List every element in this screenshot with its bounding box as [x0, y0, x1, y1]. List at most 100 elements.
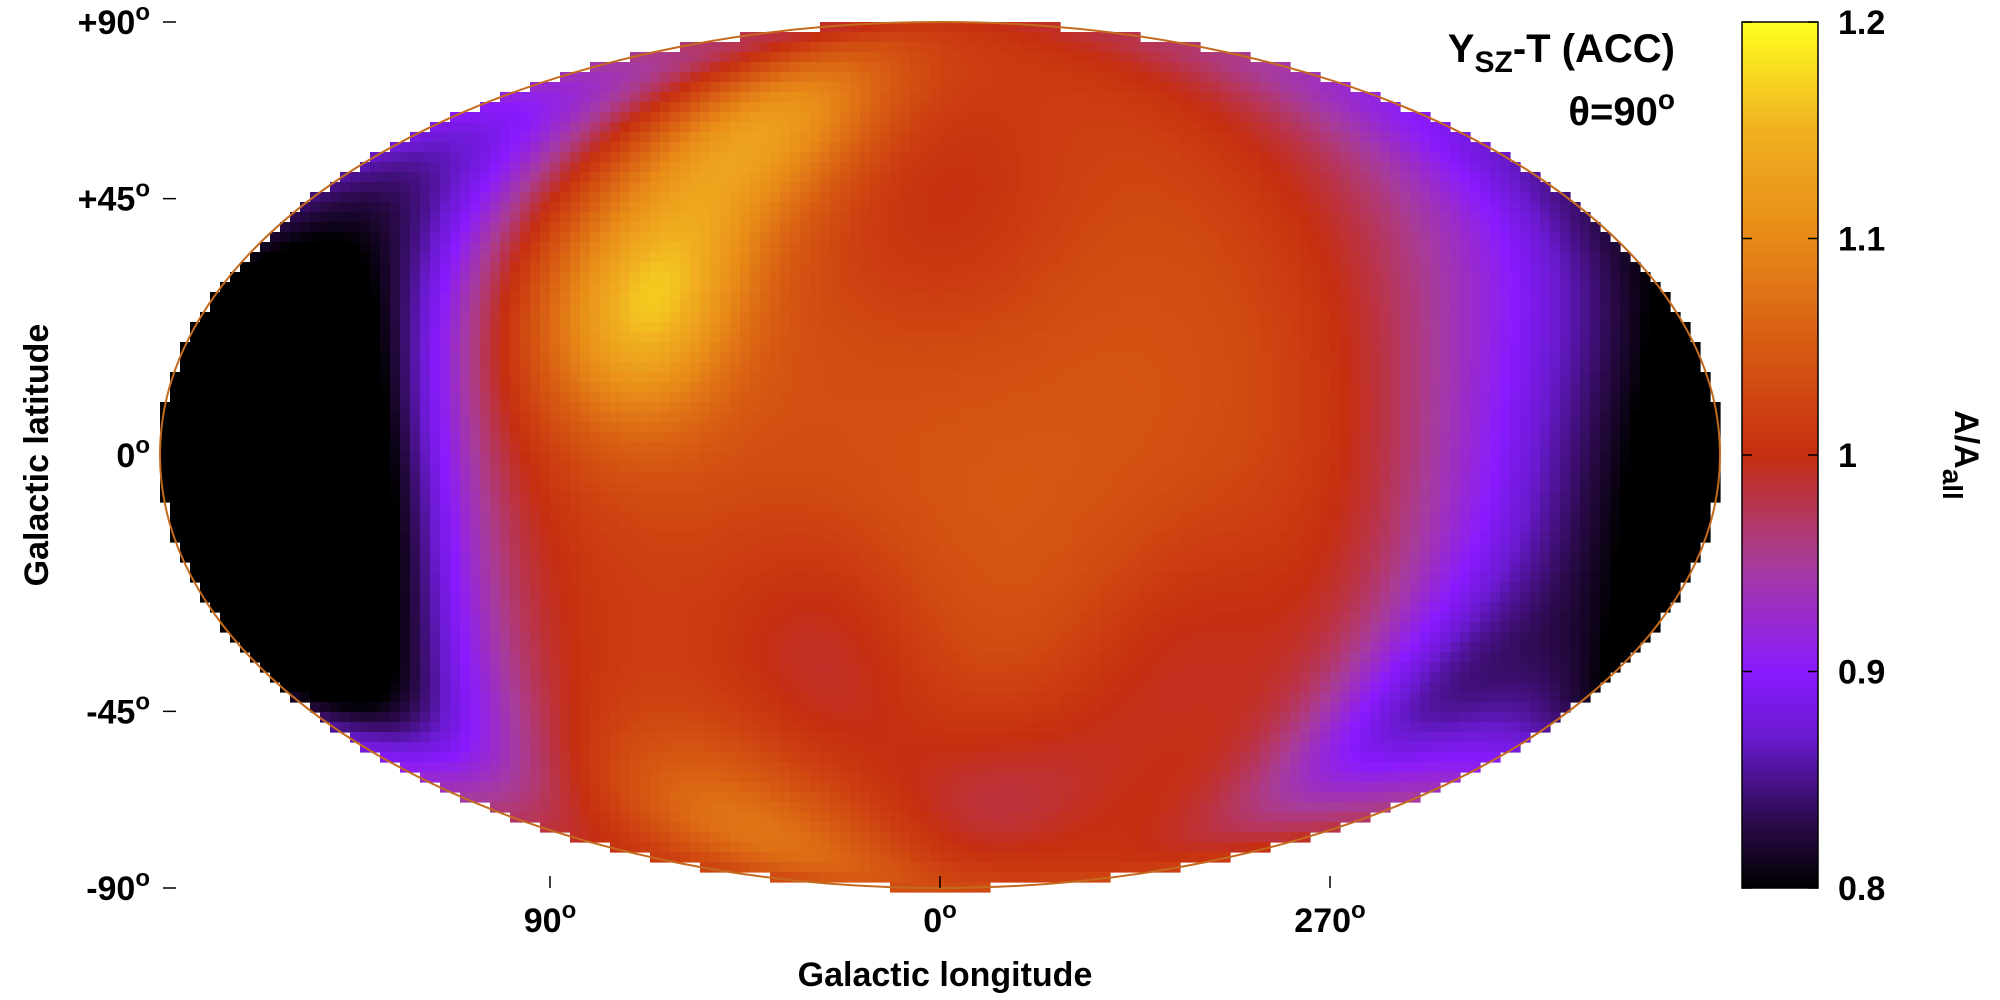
map-cell: [1040, 282, 1051, 293]
map-cell: [480, 362, 491, 373]
map-cell: [960, 92, 971, 103]
map-cell: [1080, 132, 1091, 143]
map-cell: [670, 112, 681, 123]
map-cell: [210, 382, 221, 393]
map-cell: [370, 262, 381, 273]
map-cell: [510, 132, 521, 143]
map-cell: [860, 412, 871, 423]
map-cell: [960, 342, 971, 353]
map-cell: [1000, 422, 1011, 433]
map-cell: [1140, 382, 1151, 393]
map-cell: [1060, 242, 1071, 253]
map-cell: [1210, 282, 1221, 293]
map-cell: [610, 412, 621, 423]
map-cell: [1250, 282, 1261, 293]
map-cell: [1220, 392, 1231, 403]
map-cell: [1150, 312, 1161, 323]
map-cell: [710, 382, 721, 393]
map-cell: [370, 302, 381, 313]
map-cell: [1460, 192, 1471, 203]
map-cell: [1300, 162, 1311, 173]
map-cell: [810, 162, 821, 173]
map-cell: [1050, 72, 1061, 83]
map-cell: [1020, 22, 1031, 33]
map-cell: [560, 332, 571, 343]
map-cell: [410, 212, 421, 223]
map-cell: [1070, 102, 1081, 113]
map-cell: [1040, 182, 1051, 193]
map-cell: [490, 252, 501, 263]
map-cell: [710, 402, 721, 413]
map-cell: [1230, 312, 1241, 323]
map-cell: [780, 162, 791, 173]
map-cell: [1470, 342, 1481, 353]
map-cell: [820, 282, 831, 293]
map-cell: [1310, 342, 1321, 353]
map-cell: [1530, 342, 1541, 353]
map-cell: [1140, 322, 1151, 333]
map-cell: [1260, 222, 1271, 233]
map-cell: [1350, 302, 1361, 313]
map-cell: [1480, 372, 1491, 383]
map-cell: [1420, 252, 1431, 263]
map-cell: [360, 422, 371, 433]
map-cell: [480, 372, 491, 383]
map-cell: [1170, 172, 1181, 183]
map-cell: [1670, 382, 1681, 393]
map-cell: [750, 42, 761, 53]
map-cell: [730, 312, 741, 323]
map-cell: [1090, 412, 1101, 423]
map-cell: [970, 352, 981, 363]
map-cell: [750, 212, 761, 223]
map-cell: [780, 112, 791, 123]
map-cell: [700, 212, 711, 223]
map-cell: [1350, 342, 1361, 353]
map-cell: [1500, 162, 1511, 173]
map-cell: [510, 352, 521, 363]
map-cell: [1430, 192, 1441, 203]
map-cell: [1330, 192, 1341, 203]
map-cell: [1230, 52, 1241, 63]
map-cell: [880, 392, 891, 403]
map-cell: [700, 272, 711, 283]
map-cell: [1500, 312, 1511, 323]
map-cell: [480, 282, 491, 293]
map-cell: [1620, 252, 1631, 263]
map-cell: [500, 372, 511, 383]
map-cell: [790, 222, 801, 233]
map-cell: [1040, 252, 1051, 263]
map-cell: [1470, 162, 1481, 173]
map-cell: [620, 352, 631, 363]
map-cell: [1130, 32, 1141, 43]
map-cell: [280, 392, 291, 403]
map-cell: [1050, 212, 1061, 223]
map-cell: [600, 212, 611, 223]
map-cell: [1520, 412, 1531, 423]
map-cell: [1120, 362, 1131, 373]
map-cell: [1390, 402, 1401, 413]
map-cell: [300, 302, 311, 313]
map-cell: [440, 152, 451, 163]
map-cell: [1220, 232, 1231, 243]
map-cell: [1600, 322, 1611, 333]
map-cell: [290, 382, 301, 393]
map-cell: [970, 92, 981, 103]
map-cell: [690, 312, 701, 323]
map-cell: [480, 392, 491, 403]
map-cell: [780, 342, 791, 353]
map-cell: [490, 222, 501, 233]
map-cell: [660, 102, 671, 113]
map-cell: [740, 252, 751, 263]
map-cell: [1120, 232, 1131, 243]
map-cell: [640, 82, 651, 93]
map-cell: [890, 162, 901, 173]
map-cell: [1310, 352, 1321, 363]
map-cell: [580, 292, 591, 303]
map-cell: [440, 142, 451, 153]
map-cell: [570, 92, 581, 103]
map-cell: [1500, 232, 1511, 243]
map-cell: [1250, 352, 1261, 363]
map-cell: [570, 132, 581, 143]
map-cell: [1170, 92, 1181, 103]
map-cell: [1100, 192, 1111, 203]
